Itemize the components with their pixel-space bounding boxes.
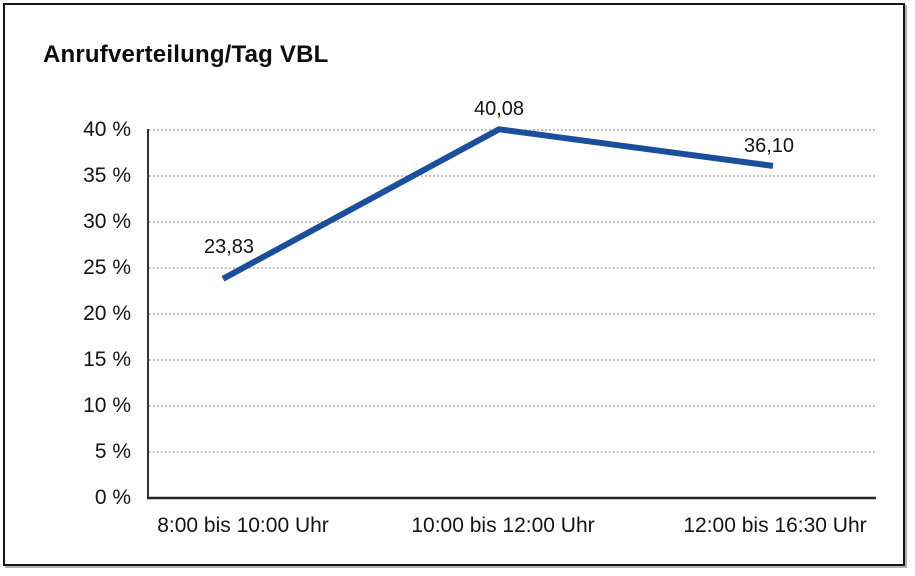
- ytick-15: 15 %: [83, 348, 131, 371]
- ytick-10: 10 %: [83, 394, 131, 417]
- ytick-30: 30 %: [83, 210, 131, 233]
- chart-frame: Anrufverteilung/Tag VBL 40 % 35 % 30 % 2…: [3, 3, 905, 566]
- ytick-25: 25 %: [83, 256, 131, 279]
- value-label-2: 40,08: [473, 98, 525, 120]
- xtick-morning: 8:00 bis 10:00 Uhr: [157, 514, 329, 537]
- ytick-20: 20 %: [83, 302, 131, 325]
- ytick-5: 5 %: [94, 440, 131, 463]
- chart-title: Anrufverteilung/Tag VBL: [43, 41, 329, 68]
- xtick-afternoon: 12:00 bis 16:30 Uhr: [683, 514, 867, 537]
- ytick-40: 40 %: [83, 118, 131, 141]
- ytick-0: 0 %: [94, 486, 131, 509]
- line-chart-canvas: [147, 126, 876, 500]
- xtick-midday: 10:00 bis 12:00 Uhr: [411, 514, 595, 537]
- ytick-35: 35 %: [83, 164, 131, 187]
- data-line: [221, 126, 774, 282]
- value-label-1: 23,83: [203, 236, 255, 258]
- value-label-3: 36,10: [743, 135, 795, 157]
